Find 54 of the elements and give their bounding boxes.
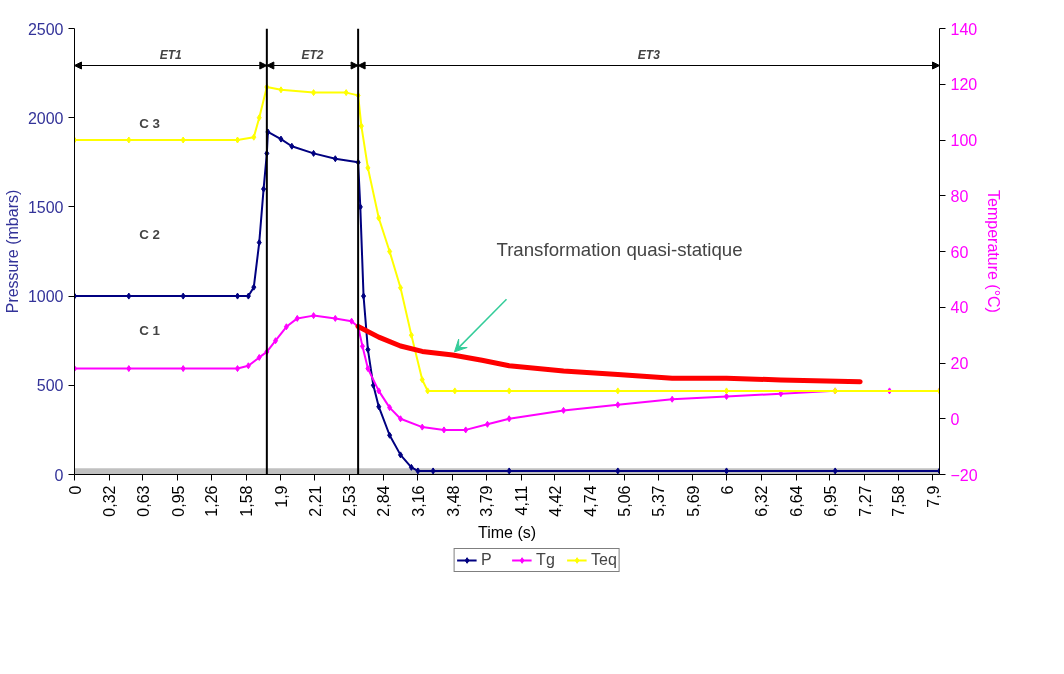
x-tick-label: 7,58 bbox=[890, 485, 908, 517]
annotation: C 1 bbox=[139, 323, 161, 339]
legend-label: Tg bbox=[536, 551, 556, 569]
x-tick-label: 0,95 bbox=[169, 485, 187, 517]
y-tick-label: 500 bbox=[36, 377, 64, 395]
x-tick-label: 4,74 bbox=[581, 485, 599, 517]
x-tick-label: 3,79 bbox=[478, 485, 496, 517]
annotation: ET2 bbox=[301, 47, 324, 62]
x-tick-label: 3,16 bbox=[409, 485, 427, 517]
y2-tick-label: 60 bbox=[950, 243, 969, 261]
annotation: ET3 bbox=[637, 47, 661, 62]
y2-tick-label: 140 bbox=[950, 20, 978, 38]
x-tick-label: 3,48 bbox=[444, 485, 462, 517]
y-axis-title: Pressure (mbars) bbox=[3, 189, 21, 314]
y-tick-label: 1000 bbox=[27, 288, 64, 306]
x-tick-label: 5,06 bbox=[616, 485, 634, 517]
y-tick-label: 0 bbox=[54, 466, 64, 484]
y2-tick-label: 100 bbox=[950, 132, 978, 149]
x-tick-label: 0,32 bbox=[101, 485, 119, 517]
x-tick-label: 5,37 bbox=[650, 485, 668, 517]
legend-label: Teq bbox=[591, 551, 617, 569]
x-tick-label: 5,69 bbox=[684, 485, 702, 517]
legend-label: P bbox=[481, 551, 493, 569]
x-tick-label: 6,32 bbox=[753, 485, 771, 517]
y2-tick-label: 0 bbox=[950, 410, 960, 428]
x-tick-label: 7,27 bbox=[856, 485, 874, 517]
x-tick-label: 2,21 bbox=[306, 485, 324, 517]
x-tick-label: 1,58 bbox=[238, 485, 256, 517]
y2-tick-label: 20 bbox=[950, 355, 969, 372]
y-tick-label: 2000 bbox=[27, 109, 64, 127]
x-tick-label: 2,84 bbox=[375, 485, 393, 517]
x-tick-label: 1,26 bbox=[203, 485, 221, 517]
annotation: ET1 bbox=[159, 47, 182, 62]
x-axis-title: Time (s) bbox=[477, 523, 537, 541]
x-tick-label: 7,9 bbox=[924, 485, 942, 508]
x-tick-label: 1,9 bbox=[272, 485, 290, 508]
annotation: C 2 bbox=[139, 227, 160, 243]
x-tick-label: 2,53 bbox=[341, 485, 359, 517]
y-tick-label: 2500 bbox=[27, 20, 64, 38]
y2-axis-title: Temperature (°C) bbox=[984, 190, 1002, 313]
x-tick-label: 6,95 bbox=[821, 485, 839, 517]
y2-tick-label: 40 bbox=[950, 299, 969, 317]
y2-tick-label: 80 bbox=[950, 187, 969, 205]
annotation: Transformation quasi-statique bbox=[496, 239, 743, 261]
y2-tick-label: 120 bbox=[950, 76, 978, 94]
x-tick-label: 0 bbox=[66, 485, 84, 495]
x-tick-label: 4,42 bbox=[546, 485, 564, 517]
y2-tick-label: −20 bbox=[950, 466, 978, 484]
x-tick-label: 4,11 bbox=[513, 485, 531, 516]
x-tick-label: 6 bbox=[718, 485, 736, 495]
x-tick-label: 0,63 bbox=[134, 485, 152, 517]
y-tick-label: 1500 bbox=[27, 198, 64, 216]
annotation: C 3 bbox=[139, 116, 160, 131]
x-tick-label: 6,64 bbox=[788, 485, 806, 517]
